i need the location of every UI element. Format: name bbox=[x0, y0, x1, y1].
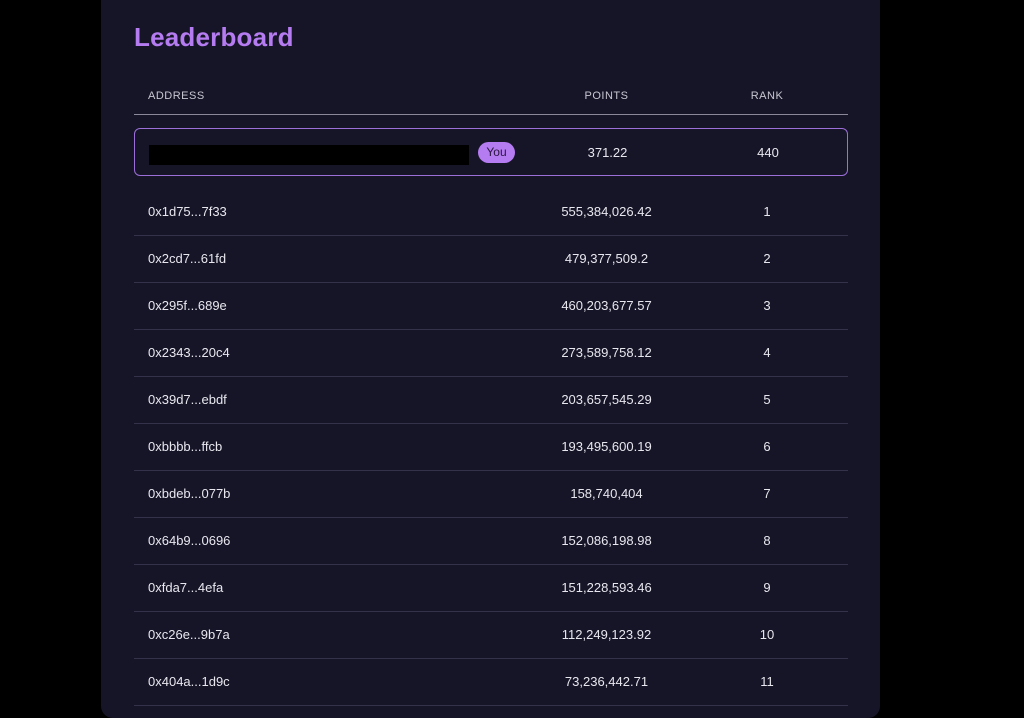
row-address: 0x64b9...0696 bbox=[148, 533, 231, 548]
table-row: 0x1d75...7f33 555,384,026.42 1 bbox=[134, 189, 848, 236]
leaderboard-panel bbox=[101, 0, 880, 718]
row-rank: 10 bbox=[759, 627, 775, 642]
row-address: 0xbdeb...077b bbox=[148, 486, 231, 501]
row-rank: 8 bbox=[763, 533, 771, 548]
current-user-points: 371.22 bbox=[587, 145, 628, 160]
table-row: 0xbbbb...ffcb 193,495,600.19 6 bbox=[134, 424, 848, 471]
row-rank: 5 bbox=[763, 392, 771, 407]
row-address: 0x1d75...7f33 bbox=[148, 204, 227, 219]
row-points: 193,495,600.19 bbox=[561, 439, 652, 454]
table-row: 0xc26e...9b7a 112,249,123.92 10 bbox=[134, 612, 848, 659]
row-address: 0x2343...20c4 bbox=[148, 345, 230, 360]
row-address: 0x39d7...ebdf bbox=[148, 392, 227, 407]
row-points: 73,236,442.71 bbox=[564, 674, 649, 689]
row-address: 0xfda7...4efa bbox=[148, 580, 224, 595]
row-rank: 11 bbox=[760, 674, 774, 689]
row-points: 460,203,677.57 bbox=[561, 298, 652, 313]
row-rank: 4 bbox=[763, 345, 771, 360]
current-user-rank: 440 bbox=[757, 145, 779, 160]
row-address: 0x2cd7...61fd bbox=[148, 251, 227, 266]
row-address: 0xbbbb...ffcb bbox=[148, 439, 223, 454]
current-user-row: You 371.22 440 bbox=[134, 128, 848, 176]
table-row: 0x2cd7...61fd 479,377,509.2 2 bbox=[134, 236, 848, 283]
header-address: ADDRESS bbox=[148, 90, 205, 102]
row-points: 158,740,404 bbox=[570, 486, 643, 501]
table-row: 0x295f...689e 460,203,677.57 3 bbox=[134, 283, 848, 330]
row-address: 0xc26e...9b7a bbox=[148, 627, 230, 642]
row-points: 152,086,198.98 bbox=[561, 533, 652, 548]
row-points: 479,377,509.2 bbox=[564, 251, 649, 266]
page-title: Leaderboard bbox=[134, 22, 294, 52]
table-row: 0x2343...20c4 273,589,758.12 4 bbox=[134, 330, 848, 377]
row-points: 203,657,545.29 bbox=[561, 392, 652, 407]
header-points: POINTS bbox=[584, 90, 629, 102]
row-points: 273,589,758.12 bbox=[561, 345, 652, 360]
table-row: 0x64b9...0696 152,086,198.98 8 bbox=[134, 518, 848, 565]
row-rank: 3 bbox=[763, 298, 771, 313]
table-header: ADDRESS POINTS RANK bbox=[134, 84, 848, 115]
row-rank: 9 bbox=[763, 580, 771, 595]
row-rank: 2 bbox=[763, 251, 771, 266]
table-row: 0x404a...1d9c 73,236,442.71 11 bbox=[134, 659, 848, 706]
table-row: 0xfda7...4efa 151,228,593.46 9 bbox=[134, 565, 848, 612]
table-row: 0xbdeb...077b 158,740,404 7 bbox=[134, 471, 848, 518]
row-address: 0x295f...689e bbox=[148, 298, 227, 313]
leaderboard-rows: 0x1d75...7f33 555,384,026.42 1 0x2cd7...… bbox=[134, 189, 848, 706]
redacted-address bbox=[149, 145, 469, 165]
row-points: 555,384,026.42 bbox=[561, 204, 652, 219]
table-row: 0x39d7...ebdf 203,657,545.29 5 bbox=[134, 377, 848, 424]
row-rank: 6 bbox=[763, 439, 771, 454]
header-rank: RANK bbox=[750, 90, 784, 102]
row-rank: 7 bbox=[763, 486, 771, 501]
row-rank: 1 bbox=[763, 204, 771, 219]
row-address: 0x404a...1d9c bbox=[148, 674, 230, 689]
row-points: 112,249,123.92 bbox=[561, 627, 652, 642]
row-points: 151,228,593.46 bbox=[561, 580, 652, 595]
you-badge: You bbox=[478, 142, 515, 163]
